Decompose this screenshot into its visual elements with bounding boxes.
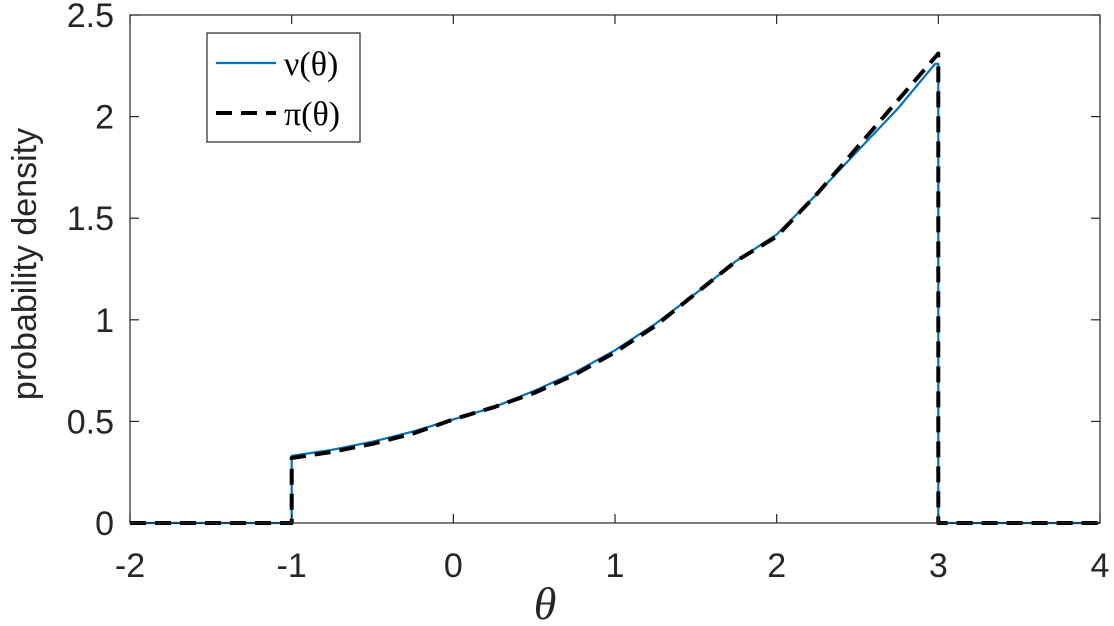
series-line-0: [130, 62, 1100, 525]
y-tick-label: 1: [95, 302, 114, 340]
x-tick-label: 0: [444, 547, 463, 585]
y-tick-label: 0: [95, 505, 114, 543]
legend-box: [206, 32, 361, 143]
x-tick-label: -2: [115, 547, 145, 585]
series-line-1: [130, 51, 1100, 525]
x-tick-label: 3: [929, 547, 948, 585]
y-tick-label: 0.5: [67, 403, 114, 441]
y-tick-label: 1.5: [67, 200, 114, 238]
x-tick-label: 2: [767, 547, 786, 585]
x-tick-label: 4: [1091, 547, 1110, 585]
y-tick-label: 2.5: [67, 0, 114, 35]
legend: ν(θ) π(θ): [206, 32, 361, 143]
x-axis-label: θ: [534, 578, 557, 626]
y-tick-label: 2: [95, 99, 114, 137]
y-axis-label: probability density: [6, 128, 44, 400]
x-tick-label: -1: [277, 547, 307, 585]
legend-label-pi: π(θ): [284, 96, 340, 133]
x-tick-label: 1: [606, 547, 625, 585]
legend-label-nu: ν(θ): [284, 46, 338, 83]
